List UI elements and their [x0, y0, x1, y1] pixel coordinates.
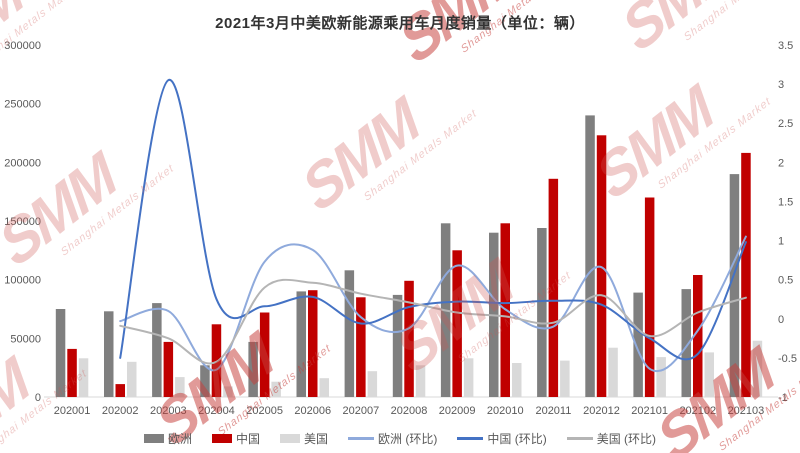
- right-axis-label: 0: [778, 314, 784, 326]
- bar: [115, 384, 125, 397]
- x-axis-label: 202003: [150, 405, 187, 417]
- left-axis-label: 150000: [4, 216, 41, 228]
- bar: [452, 250, 462, 397]
- x-axis-label: 202011: [535, 405, 571, 417]
- bar: [463, 358, 474, 397]
- bar: [681, 289, 691, 397]
- left-axis-label: 250000: [4, 99, 41, 111]
- bar: [78, 358, 89, 397]
- legend-bar-swatch: [143, 434, 164, 443]
- legend-label: 美国: [304, 432, 329, 446]
- bar: [752, 340, 763, 397]
- bar: [127, 361, 137, 397]
- bar: [741, 152, 751, 397]
- right-axis-label: -0.5: [778, 353, 797, 365]
- bar: [392, 294, 403, 397]
- legend-label: 中国: [236, 432, 261, 446]
- bar: [163, 341, 174, 397]
- bar: [560, 360, 570, 397]
- right-axis-label: -1: [778, 392, 788, 404]
- bar: [308, 290, 318, 397]
- right-axis-label: 1: [778, 236, 784, 248]
- mom-line: [119, 278, 747, 365]
- legend-line-swatch: [348, 437, 375, 440]
- legend-label: 中国 (环比): [487, 432, 547, 446]
- bar: [319, 378, 329, 397]
- bar: [585, 115, 595, 398]
- bar: [223, 386, 233, 397]
- legend-item[interactable]: 中国: [212, 430, 260, 447]
- x-axis-label: 202009: [439, 405, 476, 417]
- legend-item[interactable]: 欧洲 (环比): [348, 430, 437, 447]
- bar: [67, 348, 77, 397]
- legend-line-swatch: [566, 437, 593, 440]
- bar: [152, 303, 162, 397]
- bar: [644, 197, 655, 397]
- left-axis-label: 0: [35, 392, 41, 404]
- x-axis-label: 202001: [54, 405, 91, 417]
- legend-item[interactable]: 中国 (环比): [457, 430, 547, 447]
- legend-item[interactable]: 美国: [280, 430, 328, 447]
- right-axis-label: 1.5: [778, 196, 793, 208]
- x-axis-label: 202102: [679, 405, 716, 417]
- bar: [608, 347, 618, 397]
- legend-label: 美国 (环比): [596, 432, 657, 446]
- legend-line-swatch: [457, 437, 484, 440]
- mom-line: [119, 79, 747, 361]
- bar: [104, 311, 114, 397]
- bar: [537, 228, 547, 397]
- bar: [248, 341, 258, 397]
- legend-item[interactable]: 欧洲: [143, 430, 192, 447]
- x-axis-label: 202004: [198, 405, 235, 417]
- bar: [296, 291, 306, 397]
- right-axis-label: 3.5: [778, 40, 793, 52]
- legend-bar-swatch: [212, 434, 232, 443]
- bar: [259, 312, 270, 397]
- bar: [693, 275, 703, 397]
- bar: [633, 292, 643, 397]
- x-axis-label: 202010: [487, 405, 524, 417]
- chart-title: 2021年3月中美欧新能源乘用车月度销量（单位：辆）: [215, 15, 585, 32]
- bar: [271, 381, 281, 397]
- bar: [704, 352, 714, 397]
- bar: [55, 309, 66, 397]
- legend-bar-swatch: [280, 434, 301, 443]
- bar: [211, 324, 222, 397]
- right-axis-label: 2.5: [778, 118, 793, 130]
- bar: [175, 377, 185, 397]
- x-axis-label: 202002: [102, 405, 139, 417]
- bar: [356, 297, 366, 397]
- bar: [548, 178, 559, 397]
- right-axis-label: 0.5: [778, 275, 793, 287]
- bar: [415, 365, 426, 397]
- bar: [729, 174, 740, 397]
- x-axis-label: 202008: [391, 405, 428, 417]
- x-axis-label: 202006: [294, 405, 331, 417]
- bar: [404, 280, 414, 397]
- legend: 欧洲 中国 美国 欧洲 (环比) 中国 (环比) 美国 (环比): [0, 430, 800, 447]
- legend-label: 欧洲: [167, 432, 192, 446]
- left-axis-label: 300000: [4, 40, 41, 52]
- bar: [344, 270, 355, 397]
- legend-label: 欧洲 (环比): [378, 432, 438, 446]
- x-axis-label: 202005: [246, 405, 283, 417]
- bar: [656, 357, 666, 397]
- x-axis-label: 202007: [343, 405, 380, 417]
- right-axis-label: 2: [778, 157, 784, 169]
- legend-item[interactable]: 美国 (环比): [566, 430, 657, 447]
- x-axis-label: 202103: [728, 405, 765, 417]
- bar: [200, 365, 210, 397]
- x-axis-label: 202101: [631, 405, 668, 417]
- mom-line: [119, 235, 747, 373]
- bar: [367, 371, 378, 397]
- left-axis-label: 200000: [4, 157, 41, 169]
- bar: [512, 363, 522, 397]
- left-axis-label: 50000: [10, 333, 41, 345]
- left-axis-label: 100000: [4, 275, 41, 287]
- right-axis-label: 3: [778, 79, 784, 91]
- x-axis-label: 202012: [583, 405, 620, 417]
